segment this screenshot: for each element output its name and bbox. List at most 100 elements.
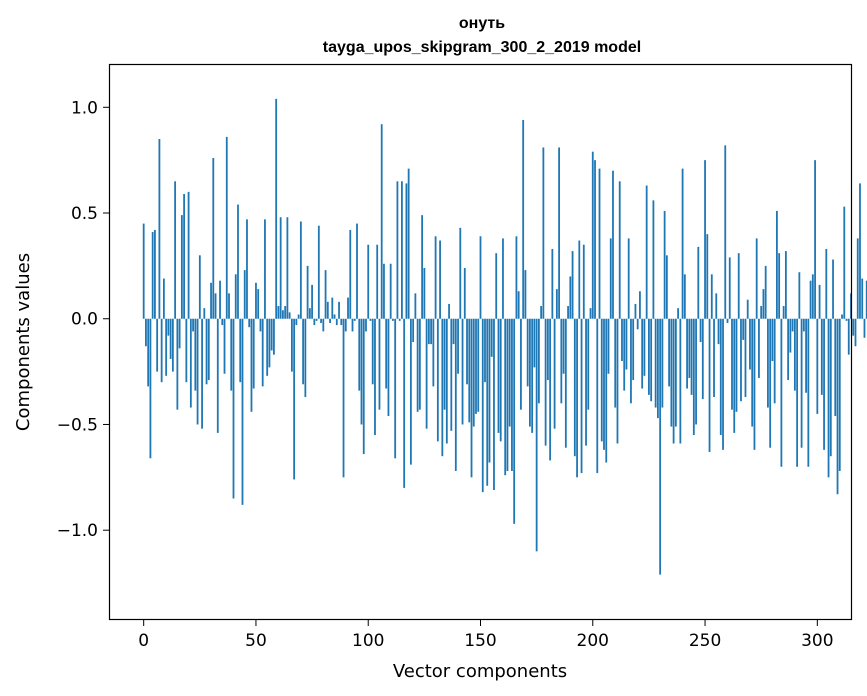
bar bbox=[535, 318, 538, 552]
bar bbox=[308, 308, 311, 319]
bar bbox=[856, 238, 859, 319]
bar bbox=[634, 303, 637, 319]
bar bbox=[614, 318, 617, 408]
bar bbox=[322, 318, 325, 332]
y-axis-label: Components values bbox=[13, 253, 34, 431]
bar bbox=[299, 221, 302, 319]
bar bbox=[511, 318, 513, 471]
bar bbox=[755, 238, 758, 319]
x-axis: 0 50 100 150 200 250 300 bbox=[138, 619, 834, 651]
bar bbox=[832, 259, 834, 319]
bar bbox=[506, 318, 509, 471]
bar bbox=[454, 318, 457, 471]
bar bbox=[452, 318, 455, 345]
bar bbox=[490, 318, 493, 357]
bar bbox=[214, 293, 217, 319]
bar bbox=[223, 318, 226, 374]
bar bbox=[228, 293, 230, 319]
bar bbox=[198, 255, 201, 319]
bar bbox=[320, 318, 322, 323]
bar bbox=[706, 234, 709, 319]
bar bbox=[524, 270, 527, 319]
bar bbox=[151, 232, 154, 319]
y-tick-label: 1.0 bbox=[71, 98, 98, 118]
bar bbox=[582, 244, 585, 319]
bar bbox=[811, 274, 814, 319]
bar bbox=[156, 318, 159, 372]
bar bbox=[255, 282, 257, 319]
bar bbox=[427, 318, 430, 345]
bar bbox=[807, 318, 810, 467]
bar bbox=[758, 318, 760, 378]
bar bbox=[659, 318, 662, 575]
bar bbox=[641, 318, 644, 389]
bar bbox=[668, 318, 671, 387]
bar bbox=[823, 318, 825, 450]
bar bbox=[549, 318, 552, 461]
bar bbox=[216, 318, 219, 433]
bar bbox=[621, 318, 623, 362]
bar bbox=[796, 318, 799, 467]
bar bbox=[836, 318, 839, 495]
bar bbox=[367, 244, 370, 319]
bar bbox=[798, 272, 801, 319]
bar bbox=[394, 318, 397, 459]
bar bbox=[221, 318, 224, 326]
bar bbox=[268, 318, 271, 368]
bar bbox=[825, 248, 828, 319]
bar bbox=[762, 289, 765, 319]
bar bbox=[784, 251, 787, 319]
bar bbox=[580, 318, 583, 474]
bar bbox=[356, 223, 358, 319]
bar bbox=[160, 318, 163, 383]
bar bbox=[791, 318, 794, 332]
bar bbox=[690, 318, 693, 395]
x-tick-label: 50 bbox=[245, 631, 267, 651]
bar bbox=[636, 318, 639, 330]
bar bbox=[672, 318, 675, 444]
bar bbox=[639, 291, 641, 319]
bar bbox=[816, 318, 819, 414]
bar bbox=[612, 170, 614, 319]
bar bbox=[154, 229, 156, 319]
x-tick-label: 150 bbox=[464, 631, 496, 651]
bar bbox=[450, 318, 453, 431]
bar bbox=[847, 318, 850, 355]
y-axis: −1.0 −0.5 0.0 0.5 1.0 bbox=[57, 98, 110, 541]
bar bbox=[679, 318, 682, 444]
bar bbox=[392, 318, 394, 321]
bar bbox=[632, 318, 635, 381]
bar bbox=[802, 318, 805, 332]
bar bbox=[290, 318, 293, 372]
bar bbox=[692, 318, 695, 436]
bar bbox=[704, 160, 706, 319]
bar bbox=[421, 215, 424, 319]
bar bbox=[412, 318, 415, 342]
bar bbox=[683, 274, 686, 319]
bar bbox=[526, 318, 529, 387]
bar bbox=[731, 318, 733, 410]
bar bbox=[767, 318, 769, 408]
bar bbox=[531, 318, 534, 433]
bar bbox=[573, 318, 576, 457]
bar bbox=[176, 318, 179, 410]
bar bbox=[174, 181, 177, 319]
bar bbox=[207, 318, 210, 381]
bar bbox=[187, 191, 190, 319]
bar bbox=[385, 318, 388, 389]
bar bbox=[551, 248, 554, 319]
bar bbox=[189, 318, 192, 408]
bar bbox=[147, 318, 150, 387]
bar bbox=[145, 318, 147, 347]
bar bbox=[230, 318, 233, 391]
bar bbox=[715, 293, 718, 319]
bar bbox=[737, 253, 740, 319]
bar bbox=[425, 318, 428, 429]
bar bbox=[405, 183, 408, 319]
bar bbox=[865, 280, 867, 319]
bar bbox=[863, 318, 866, 338]
bar bbox=[569, 276, 572, 319]
bar bbox=[502, 238, 504, 319]
bar bbox=[414, 293, 417, 319]
bar bbox=[477, 318, 480, 412]
